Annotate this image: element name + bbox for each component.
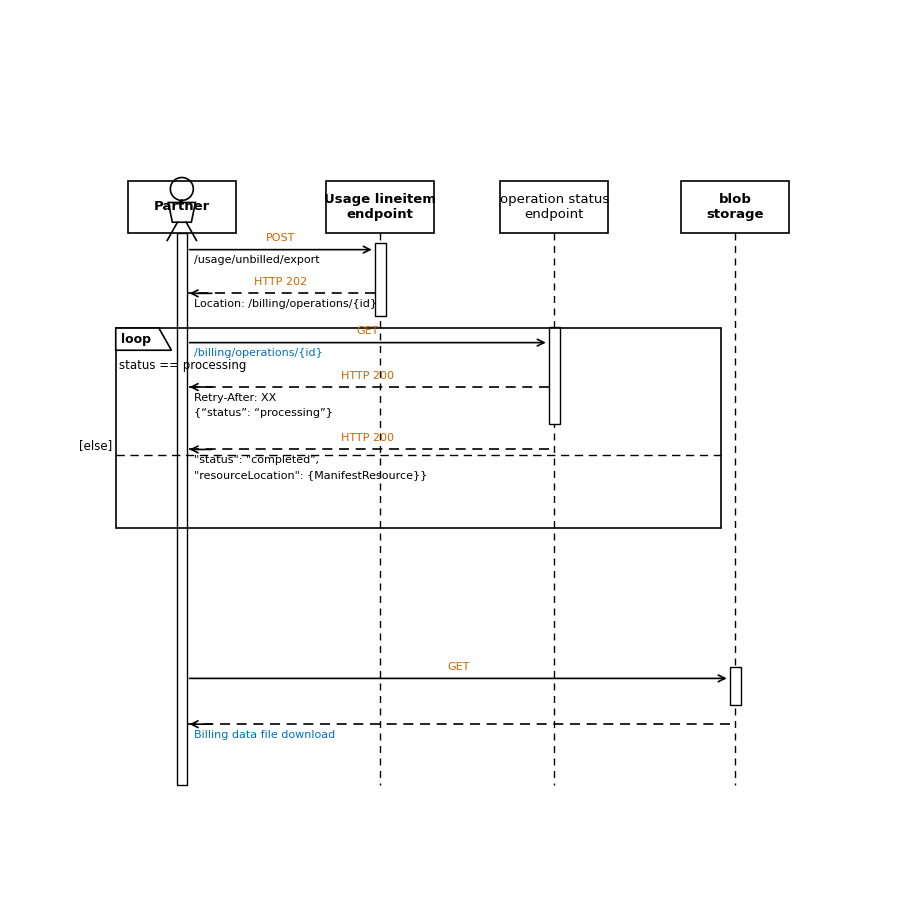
Polygon shape (116, 328, 172, 350)
Bar (374, 243, 386, 316)
Text: Usage lineitem
endpoint: Usage lineitem endpoint (324, 193, 436, 221)
Text: HTTP 200: HTTP 200 (341, 371, 394, 381)
Text: {“status”: “processing”}: {“status”: “processing”} (194, 408, 332, 418)
Text: HTTP 202: HTTP 202 (254, 278, 307, 287)
Text: /billing/operations/{id}: /billing/operations/{id} (194, 348, 322, 359)
Text: GET: GET (357, 326, 379, 336)
Text: status == processing: status == processing (119, 359, 247, 371)
Text: [else]: [else] (79, 439, 112, 451)
Text: Billing data file download: Billing data file download (194, 730, 335, 740)
Bar (682, 181, 789, 233)
Bar (326, 181, 434, 233)
Text: "status": "completed",: "status": "completed", (194, 455, 319, 465)
Text: /usage/unbilled/export: /usage/unbilled/export (194, 255, 320, 265)
Bar (549, 327, 559, 423)
Text: Retry-After: XX: Retry-After: XX (194, 393, 276, 403)
Text: Location: /billing/operations/{id}: Location: /billing/operations/{id} (194, 299, 376, 309)
Bar (500, 181, 608, 233)
Text: loop: loop (120, 332, 151, 346)
Text: GET: GET (447, 662, 470, 672)
Text: HTTP 200: HTTP 200 (341, 433, 394, 443)
Bar (116, 328, 721, 528)
Bar (729, 667, 741, 705)
Bar (177, 233, 187, 785)
Text: operation status
endpoint: operation status endpoint (499, 193, 609, 221)
Bar (128, 181, 236, 233)
Text: Partner: Partner (154, 201, 210, 214)
Text: blob
storage: blob storage (707, 193, 764, 221)
Text: "resourceLocation": {ManifestResource}}: "resourceLocation": {ManifestResource}} (194, 470, 427, 480)
Text: POST: POST (266, 233, 295, 243)
